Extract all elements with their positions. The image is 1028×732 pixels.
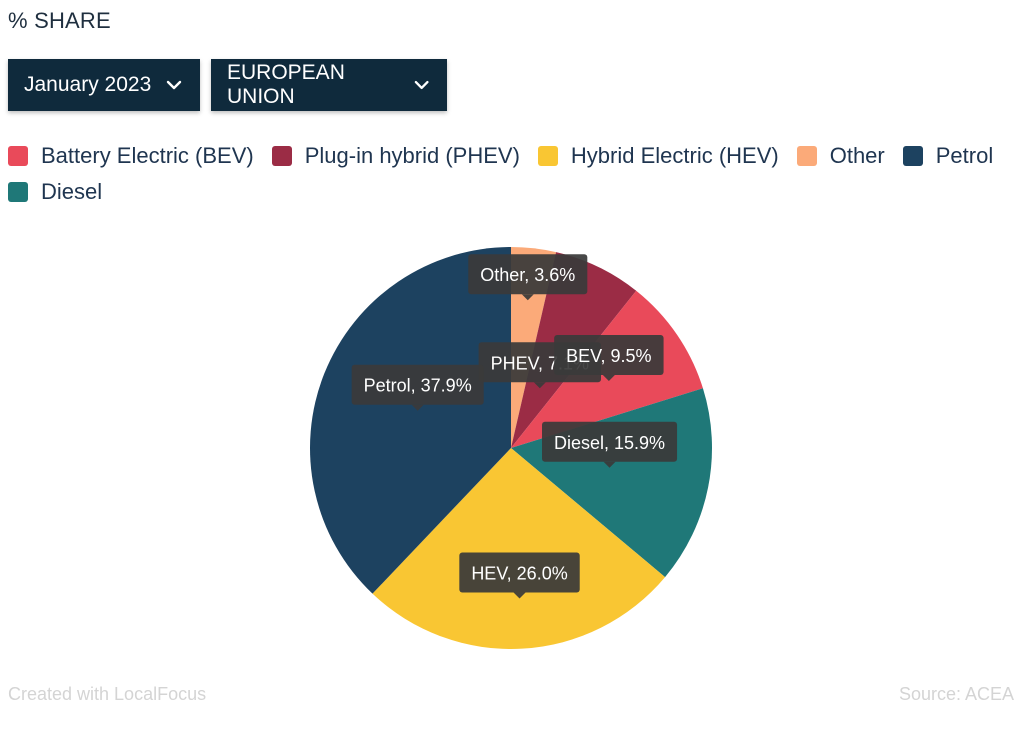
legend-label: Plug-in hybrid (PHEV) xyxy=(304,143,520,168)
data-label-bev: BEV, 9.5% xyxy=(554,335,664,382)
chart-legend: Battery Electric (BEV) Plug-in hybrid (PH… xyxy=(8,143,1018,205)
legend-label: Battery Electric (BEV) xyxy=(41,143,254,168)
svg-text:BEV, 9.5%: BEV, 9.5% xyxy=(566,346,651,366)
chevron-down-icon xyxy=(166,80,182,90)
svg-text:Diesel, 15.9%: Diesel, 15.9% xyxy=(554,433,665,453)
legend-swatch xyxy=(902,146,923,166)
region-dropdown-label: EUROPEAN UNION xyxy=(227,61,345,108)
credit-text: Created with LocalFocus xyxy=(8,684,207,704)
legend-swatch xyxy=(8,146,28,166)
legend-label: Diesel xyxy=(41,179,103,204)
data-label-other: Other, 3.6% xyxy=(468,254,588,301)
legend-swatch xyxy=(796,146,817,166)
legend-swatch xyxy=(8,182,28,202)
data-label-diesel: Diesel, 15.9% xyxy=(542,421,678,468)
legend-label: Petrol xyxy=(935,143,994,168)
pie-slice-hev[interactable] xyxy=(372,448,666,650)
legend-item[interactable]: Plug-in hybrid (PHEV) xyxy=(271,143,520,169)
legend-item[interactable]: Diesel xyxy=(8,179,102,205)
period-dropdown-label: January 2023 xyxy=(24,73,152,96)
chevron-down-icon xyxy=(414,80,429,90)
svg-text:Petrol, 37.9%: Petrol, 37.9% xyxy=(364,376,472,396)
region-dropdown[interactable]: EUROPEAN UNION xyxy=(211,59,447,111)
legend-label: Other xyxy=(829,143,885,168)
pie-slice-petrol[interactable] xyxy=(309,246,511,594)
legend-item[interactable]: Battery Electric (BEV) xyxy=(8,143,254,169)
legend-swatch xyxy=(537,146,558,166)
legend-swatch xyxy=(271,146,292,166)
svg-text:Other, 3.6%: Other, 3.6% xyxy=(480,265,575,285)
data-label-petrol: Petrol, 37.9% xyxy=(351,364,484,411)
legend-item[interactable]: Hybrid Electric (HEV) xyxy=(537,143,779,169)
legend-label: Hybrid Electric (HEV) xyxy=(570,143,779,168)
chart-heading: % SHARE xyxy=(8,8,111,33)
svg-text:HEV, 26.0%: HEV, 26.0% xyxy=(471,564,567,584)
legend-item[interactable]: Other xyxy=(796,143,885,169)
data-label-hev: HEV, 26.0% xyxy=(459,552,580,599)
source-text: Source: ACEA xyxy=(898,684,1014,704)
period-dropdown[interactable]: January 2023 xyxy=(8,59,200,111)
legend-item[interactable]: Petrol xyxy=(902,143,994,169)
